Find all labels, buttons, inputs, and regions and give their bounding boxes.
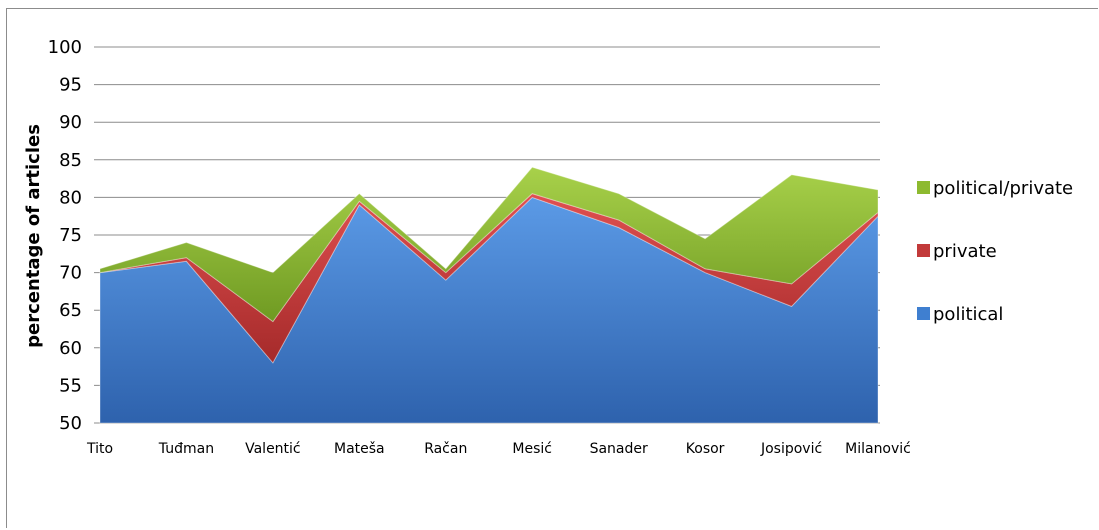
area-political-private	[99, 166, 879, 323]
y-tick-label: 70	[59, 263, 82, 284]
x-tick-label: Tuđman	[158, 441, 214, 457]
legend-label: private	[933, 241, 997, 262]
y-tick-label: 80	[59, 187, 82, 208]
y-axis-ticks: 50 55 60 65 70 75 80 85 90 95 100	[48, 37, 82, 434]
x-axis-ticks: Tito Tuđman Valentić Mateša Račan Mesić Sanade…	[86, 441, 911, 457]
y-tick-label: 90	[59, 112, 82, 133]
y-tick-label: 55	[59, 375, 82, 396]
x-tick-label: Sanader	[590, 441, 648, 457]
legend-swatch	[917, 181, 930, 194]
x-tick-label: Račan	[424, 441, 467, 457]
x-tick-label: Josipović	[760, 441, 822, 457]
legend: political/private private political	[917, 178, 1073, 325]
x-tick-label: Mesić	[512, 441, 552, 457]
y-tick-label: 100	[48, 37, 82, 58]
y-tick-label: 50	[59, 413, 82, 434]
stacked-area-chart: percentage of articles 50 55 60 65 70 75 80 85 9…	[23, 37, 1073, 457]
legend-swatch	[917, 307, 930, 320]
legend-swatch	[917, 244, 930, 257]
y-axis-label: percentage of articles	[23, 124, 44, 348]
legend-label: political/private	[933, 178, 1073, 199]
x-tick-label: Milanović	[845, 441, 911, 457]
x-tick-label: Mateša	[334, 441, 385, 457]
x-tick-label: Tito	[86, 441, 113, 457]
x-tick-label: Valentić	[245, 441, 301, 457]
area-series	[99, 166, 879, 424]
legend-label: political	[933, 304, 1003, 325]
chart-frame: percentage of articles 50 55 60 65 70 75 80 85 9…	[6, 8, 1098, 528]
y-tick-label: 95	[59, 75, 82, 96]
y-tick-label: 65	[59, 300, 82, 321]
y-tick-label: 85	[59, 150, 82, 171]
y-tick-label: 75	[59, 225, 82, 246]
x-tick-label: Kosor	[686, 441, 725, 457]
y-tick-label: 60	[59, 338, 82, 359]
